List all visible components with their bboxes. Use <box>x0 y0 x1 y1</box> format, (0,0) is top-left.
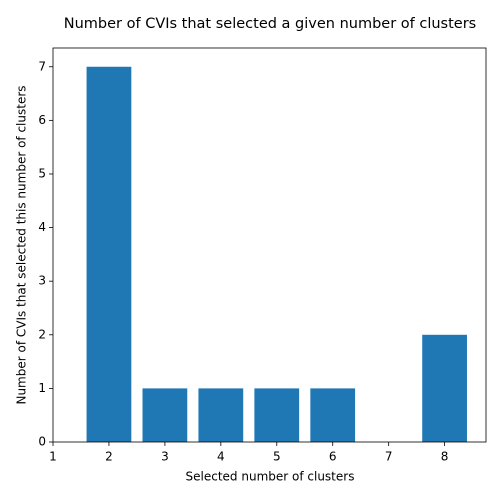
y-tick-label: 2 <box>38 327 46 341</box>
x-tick-label: 8 <box>441 450 449 464</box>
x-tick-label: 1 <box>49 450 57 464</box>
y-tick-label: 7 <box>38 59 46 73</box>
x-tick-label: 3 <box>161 450 169 464</box>
y-tick-label: 3 <box>38 274 46 288</box>
y-tick-label: 5 <box>38 166 46 180</box>
x-tick-label: 4 <box>217 450 225 464</box>
bar <box>254 388 300 442</box>
bar <box>198 388 244 442</box>
chart-title: Number of CVIs that selected a given num… <box>64 16 476 32</box>
y-tick-label: 0 <box>38 435 46 449</box>
plot-frame <box>52 47 487 443</box>
x-axis-label: Selected number of clusters <box>186 470 355 484</box>
x-tick-label: 2 <box>105 450 113 464</box>
y-tick-label: 4 <box>38 220 46 234</box>
x-tick-label: 7 <box>385 450 393 464</box>
bar <box>86 66 132 442</box>
x-tick-label: 6 <box>329 450 337 464</box>
bar <box>142 388 188 442</box>
y-tick-label: 6 <box>38 113 46 127</box>
y-axis-label: Number of CVIs that selected this number… <box>15 85 29 404</box>
x-tick-label: 5 <box>273 450 281 464</box>
bar <box>310 388 356 442</box>
bar <box>422 334 467 442</box>
y-tick-label: 1 <box>38 381 46 395</box>
